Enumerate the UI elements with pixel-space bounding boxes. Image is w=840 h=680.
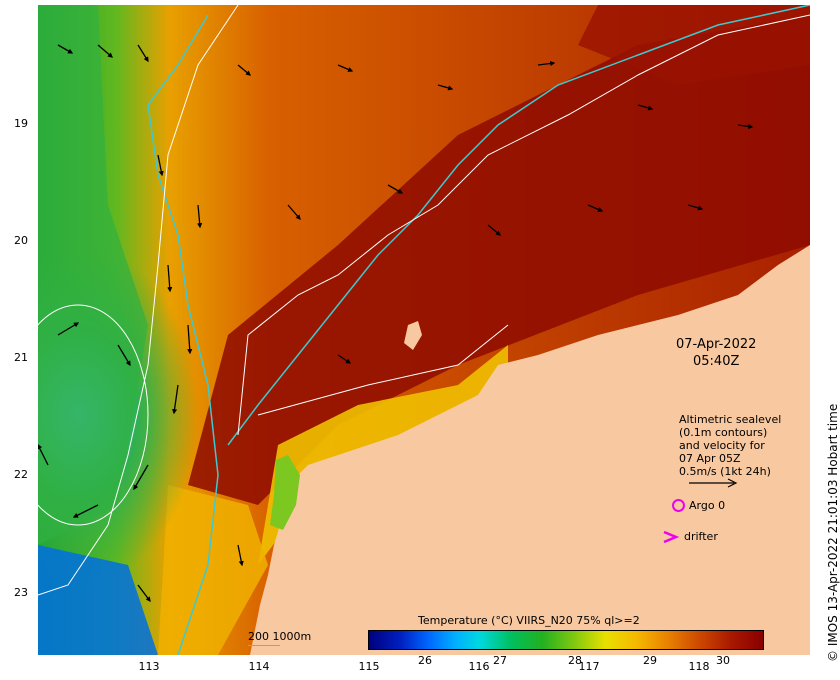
x-tick-118: 118 [688, 660, 710, 673]
timestamp: 07-Apr-2022 05:40Z [676, 336, 756, 370]
drifter-icon [663, 530, 680, 544]
sealevel-contour-1 [237, 14, 810, 436]
colorbar-tick-26: 26 [418, 654, 432, 667]
isobath-1000m [147, 14, 219, 655]
cold-water-southwest [38, 545, 158, 655]
legend-line-3: and velocity for [679, 439, 765, 452]
isobath-200m [227, 5, 810, 446]
x-tick-116: 116 [468, 660, 490, 673]
colorbar [368, 630, 764, 650]
warm-patch-north [578, 5, 810, 85]
warm-tongue [188, 15, 810, 505]
colorbar-tick-28: 28 [568, 654, 582, 667]
velocity-arrows [38, 44, 754, 603]
scale-arrow-icon [689, 478, 738, 488]
y-tick-21: 21 [14, 351, 28, 364]
legend-line-4: 07 Apr 05Z [679, 452, 741, 465]
timestamp-time: 05:40Z [693, 354, 740, 369]
green-band-west [38, 5, 148, 545]
bathymetry-legend-line [248, 645, 280, 646]
legend-line-5: 0.5m/s (1kt 24h) [679, 465, 771, 478]
argo-icon [672, 499, 685, 512]
legend-line-1: Altimetric sealevel [679, 413, 782, 426]
velocity-legend: Altimetric sealevel (0.1m contours) and … [679, 413, 781, 478]
land-mass [250, 245, 810, 655]
x-tick-115: 115 [358, 660, 380, 673]
colorbar-tick-27: 27 [493, 654, 507, 667]
peninsula-sea [270, 455, 300, 530]
x-tick-114: 114 [248, 660, 270, 673]
eddy-contour [38, 304, 149, 526]
bathymetry-label: 200 1000m [248, 630, 312, 643]
drifter-label: drifter [684, 530, 718, 543]
y-tick-19: 19 [14, 117, 28, 130]
sst-map [38, 5, 810, 655]
y-tick-20: 20 [14, 234, 28, 247]
sst-map-canvas [38, 5, 810, 655]
y-tick-22: 22 [14, 468, 28, 481]
sealevel-contour-2 [257, 324, 509, 416]
y-tick-23: 23 [14, 586, 28, 599]
island [404, 321, 422, 350]
legend-line-2: (0.1m contours) [679, 426, 768, 439]
x-tick-117: 117 [578, 660, 600, 673]
copyright-text: © IMOS 13-Apr-2022 21:01:03 Hobart time [826, 403, 840, 662]
cool-band-south [158, 485, 268, 655]
colorbar-tick-30: 30 [716, 654, 730, 667]
colorbar-tick-29: 29 [643, 654, 657, 667]
sealevel-contour-3 [38, 5, 239, 596]
colorbar-title: Temperature (°C) VIIRS_N20 75% ql>=2 [418, 614, 640, 627]
timestamp-date: 07-Apr-2022 [676, 337, 757, 352]
argo-label: Argo 0 [689, 499, 726, 512]
x-tick-113: 113 [138, 660, 160, 673]
